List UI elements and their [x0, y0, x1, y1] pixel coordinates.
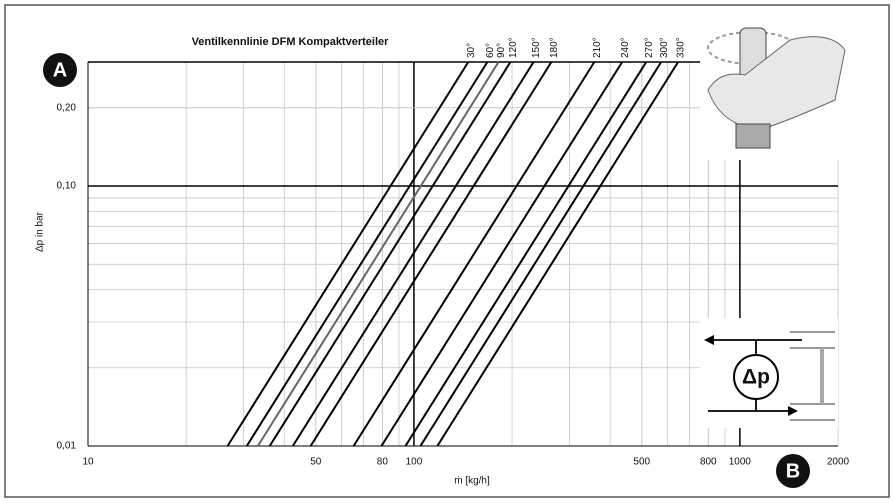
arrow-head	[788, 406, 798, 416]
curve	[404, 61, 648, 447]
x-tick-label: 50	[310, 457, 322, 468]
y-axis-label: Δp in bar	[35, 211, 46, 252]
curve-label: 30°	[466, 43, 477, 58]
y-tick-label: 0,01	[57, 441, 77, 452]
y-tick-label: 0,20	[57, 102, 77, 113]
inset: Δp	[700, 318, 838, 428]
dp-label: Δp	[742, 366, 770, 389]
badge-b	[776, 454, 810, 488]
curve	[436, 61, 679, 447]
curve	[309, 61, 553, 447]
chart-title: Ventilkennlinie DFM Kompaktverteiler	[192, 36, 390, 48]
badge-a	[43, 53, 77, 87]
x-tick-label: 800	[700, 457, 717, 468]
x-axis-label: ṁ [kg/h]	[454, 476, 490, 487]
curve	[352, 61, 596, 447]
curve-label: 300°	[659, 37, 670, 58]
curve-label: 60°	[485, 43, 496, 58]
curve-label: 90°	[496, 43, 507, 58]
curves	[226, 61, 679, 447]
curve	[268, 61, 512, 447]
pipes	[790, 331, 835, 421]
curve-label: 150°	[531, 37, 542, 58]
x-tick-label: 500	[633, 457, 650, 468]
arrow-head	[704, 335, 714, 345]
y-tick-label: 0,10	[57, 181, 77, 192]
curve-label: 240°	[620, 37, 631, 58]
x-tick-label: 100	[406, 457, 423, 468]
curve	[291, 61, 535, 447]
photo	[700, 8, 850, 160]
curve	[380, 61, 624, 447]
badge-a-text: A	[53, 59, 67, 81]
x-tick-label: 1000	[729, 457, 752, 468]
curve	[226, 61, 470, 447]
curve-label: 270°	[644, 37, 655, 58]
badge-b-text: B	[786, 460, 800, 482]
curve	[419, 61, 663, 447]
curve-label: 180°	[549, 37, 560, 58]
curve	[257, 61, 500, 447]
valve-body	[735, 123, 771, 149]
x-tick-label: 2000	[827, 457, 850, 468]
labels: 10 50 80 100 500 800 1000 2000 0,01 0,10 0,20 30° 60…	[57, 37, 850, 467]
curve-label: 330°	[676, 37, 687, 58]
x-tick-label: 10	[82, 457, 94, 468]
x-tick-label: 80	[377, 457, 389, 468]
curve	[245, 61, 489, 447]
curve-label: 210°	[592, 37, 603, 58]
grid	[87, 61, 839, 447]
curve-label: 120°	[508, 37, 519, 58]
dp-circle	[733, 354, 779, 400]
